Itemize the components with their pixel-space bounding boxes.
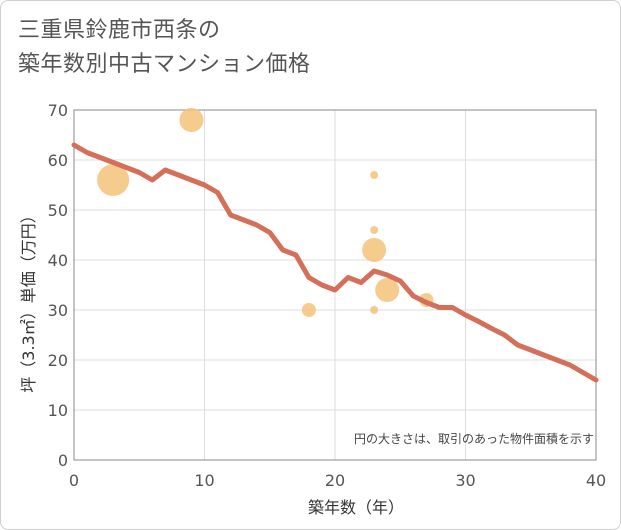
chart-title: 三重県鈴鹿市西条の 築年数別中古マンション価格: [18, 14, 311, 82]
bubble-point-7: [375, 278, 400, 302]
x-tick-0: 0: [69, 471, 79, 490]
title-line-2: 築年数別中古マンション価格: [18, 52, 311, 77]
bubbles: [97, 108, 434, 317]
y-tick-0: 0: [58, 451, 68, 470]
trend-line: [71, 142, 599, 383]
plot-frame: [73, 109, 597, 461]
y-tick-4: 40: [48, 251, 68, 270]
y-tick-2: 20: [48, 351, 68, 370]
y-tick-labels: 0 10 20 30 40 50 60 70: [48, 101, 68, 470]
x-tick-labels: 0 10 20 30 40: [69, 471, 606, 490]
y-axis-title: 坪（3.3㎡）単価（万円）: [19, 207, 38, 392]
x-axis-title: 築年数（年）: [308, 498, 404, 517]
y-tick-3: 30: [48, 301, 68, 320]
bubble-point-0: [97, 164, 130, 196]
grid: [73, 109, 597, 461]
y-tick-6: 60: [48, 151, 68, 170]
y-tick-7: 70: [48, 101, 68, 120]
title-line-1: 三重県鈴鹿市西条の: [18, 18, 221, 43]
x-tick-3: 30: [455, 471, 475, 490]
bubble-point-4: [370, 226, 379, 234]
bubble-point-3: [370, 171, 379, 179]
x-tick-4: 40: [586, 471, 606, 490]
x-tick-2: 20: [325, 471, 345, 490]
bubble-point-1: [179, 108, 204, 132]
bubble-point-2: [301, 303, 316, 317]
x-tick-1: 10: [194, 471, 214, 490]
y-tick-1: 10: [48, 401, 68, 420]
bubble-point-5: [362, 238, 387, 262]
bubble-size-note: 円の大きさは、取引のあった物件面積を示す: [354, 431, 594, 446]
y-tick-5: 50: [48, 201, 68, 220]
bubble-point-6: [370, 306, 379, 314]
